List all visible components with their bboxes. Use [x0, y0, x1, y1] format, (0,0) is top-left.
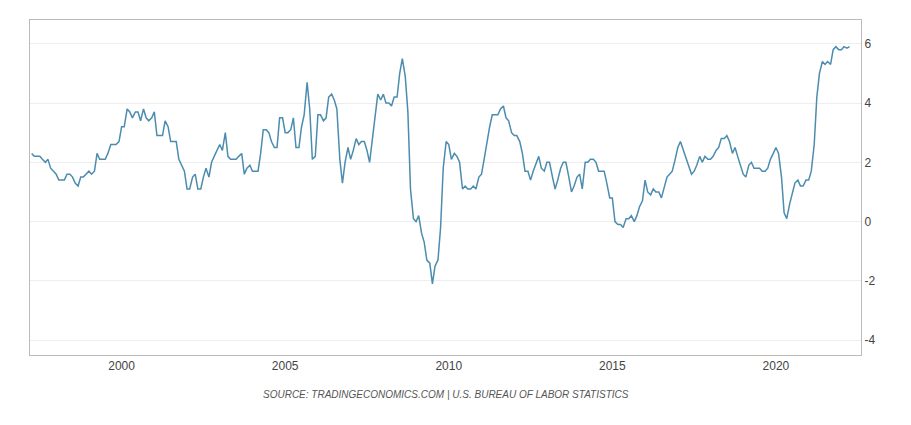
svg-text:2015: 2015: [599, 359, 626, 373]
svg-text:0: 0: [864, 215, 871, 229]
svg-text:4: 4: [864, 96, 871, 110]
svg-text:2005: 2005: [272, 359, 299, 373]
svg-text:2020: 2020: [763, 359, 790, 373]
svg-text:-4: -4: [864, 333, 875, 347]
svg-text:2010: 2010: [435, 359, 462, 373]
svg-text:SOURCE: TRADINGECONOMICS.COM |: SOURCE: TRADINGECONOMICS.COM | U.S. BURE…: [263, 389, 629, 400]
svg-text:-2: -2: [864, 274, 875, 288]
svg-text:2000: 2000: [108, 359, 135, 373]
svg-text:2: 2: [864, 156, 871, 170]
svg-text:6: 6: [864, 37, 871, 51]
